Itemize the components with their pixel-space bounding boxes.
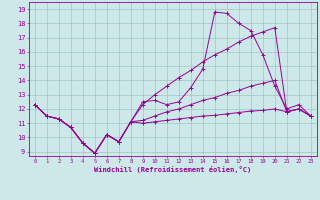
X-axis label: Windchill (Refroidissement éolien,°C): Windchill (Refroidissement éolien,°C) — [94, 166, 252, 173]
